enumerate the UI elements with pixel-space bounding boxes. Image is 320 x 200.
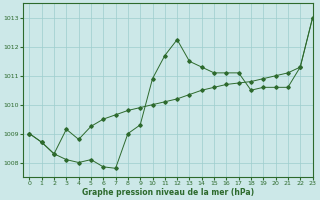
X-axis label: Graphe pression niveau de la mer (hPa): Graphe pression niveau de la mer (hPa) <box>82 188 254 197</box>
